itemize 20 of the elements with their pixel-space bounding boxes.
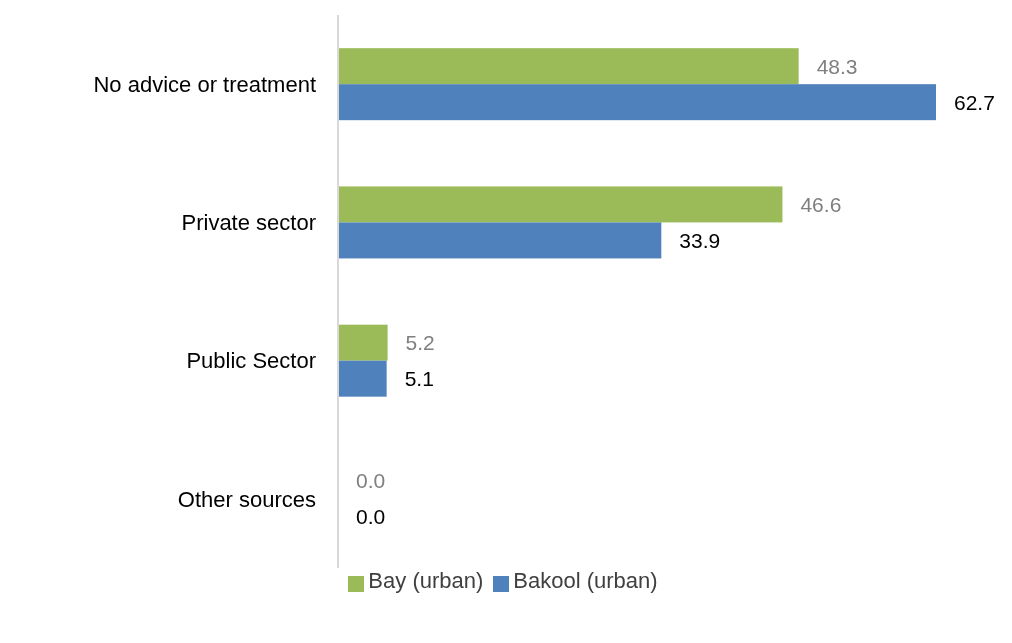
data-label: 0.0 bbox=[356, 505, 386, 529]
legend-label: Bakool (urban) bbox=[513, 568, 658, 593]
data-label: 48.3 bbox=[816, 54, 858, 78]
y-tick-label: Private sector bbox=[181, 210, 316, 236]
bar bbox=[338, 360, 387, 397]
bar bbox=[338, 48, 799, 85]
bar bbox=[338, 222, 662, 259]
bar bbox=[338, 186, 783, 223]
data-label: 0.0 bbox=[356, 469, 386, 493]
data-label: 46.6 bbox=[800, 192, 842, 216]
data-label: 5.2 bbox=[405, 331, 435, 355]
legend-label: Bay (urban) bbox=[368, 568, 484, 593]
y-tick-label: Public Sector bbox=[186, 348, 316, 374]
data-label: 5.1 bbox=[404, 367, 434, 391]
y-tick-label: No advice or treatment bbox=[93, 71, 316, 97]
bar bbox=[338, 324, 388, 361]
y-tick-label: Other sources bbox=[177, 486, 316, 512]
data-label: 33.9 bbox=[679, 228, 721, 252]
bar bbox=[338, 84, 936, 121]
data-label: 62.7 bbox=[954, 90, 995, 114]
